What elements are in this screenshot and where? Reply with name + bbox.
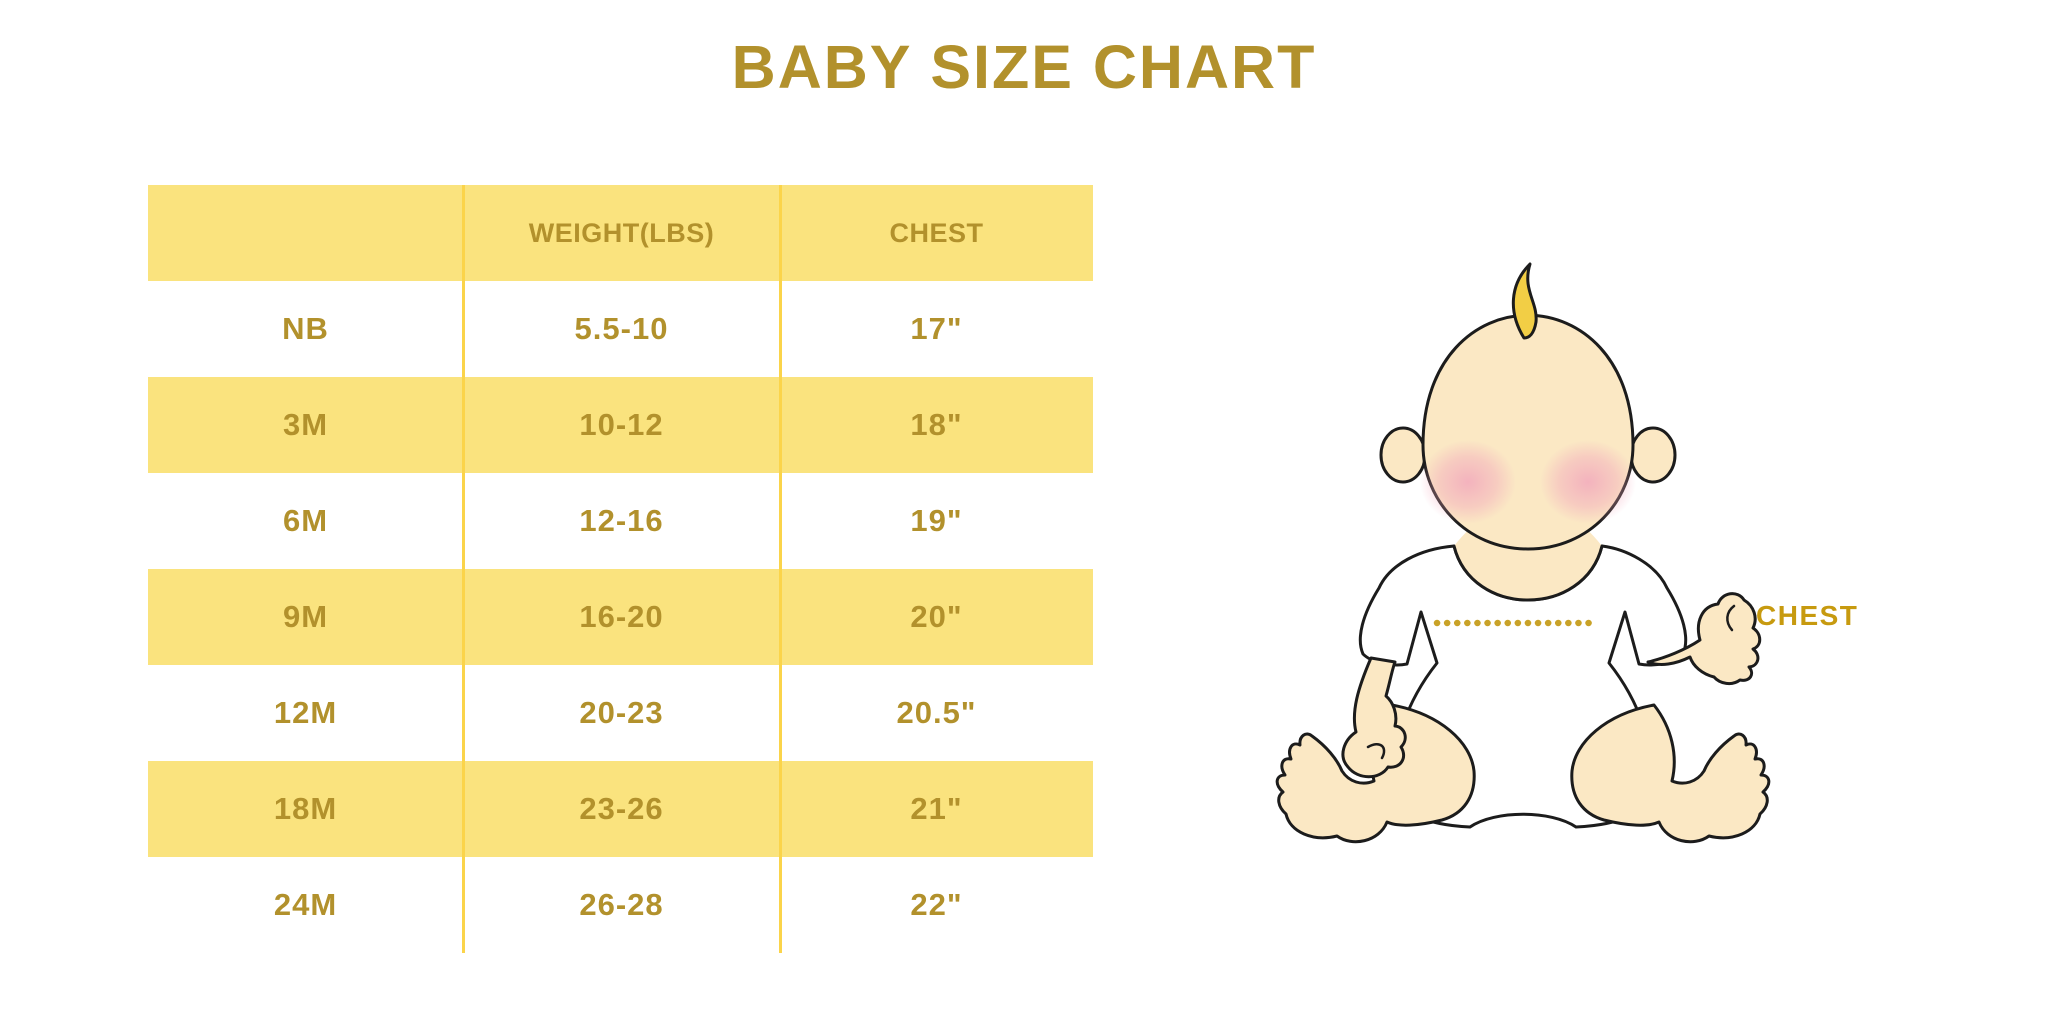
chest-value: 20" bbox=[910, 599, 963, 634]
chest-value: 20.5" bbox=[896, 695, 977, 730]
header-chest: CHEST bbox=[889, 217, 984, 248]
baby-left-cheek bbox=[1420, 440, 1516, 524]
page-title: BABY SIZE CHART bbox=[731, 33, 1317, 101]
table-row: 18M 23-26 21" bbox=[148, 761, 1093, 857]
chest-value: 21" bbox=[910, 791, 963, 826]
baby-right-leg bbox=[1570, 703, 1771, 844]
table-row: NB 5.5-10 17" bbox=[148, 281, 1093, 377]
weight-value: 10-12 bbox=[579, 407, 664, 442]
baby-right-ear bbox=[1629, 426, 1677, 484]
header-weight: WEIGHT(LBS) bbox=[528, 217, 715, 248]
chest-measurement-label: CHEST bbox=[1756, 600, 1859, 631]
baby-neckline bbox=[1452, 544, 1604, 602]
table-row: 9M 16-20 20" bbox=[148, 569, 1093, 665]
weight-value: 5.5-10 bbox=[574, 311, 669, 346]
column-divider bbox=[779, 185, 782, 953]
weight-value: 16-20 bbox=[579, 599, 664, 634]
chest-value: 19" bbox=[910, 503, 963, 538]
size-value: 18M bbox=[273, 791, 338, 826]
size-value: 9M bbox=[282, 599, 329, 634]
chest-value: 22" bbox=[910, 887, 963, 922]
baby-left-arm bbox=[1341, 656, 1407, 779]
size-table: WEIGHT(LBS) CHEST NB 5.5-10 17" 3M 10-12… bbox=[148, 185, 1093, 953]
weight-value: 26-28 bbox=[579, 887, 664, 922]
baby-left-hand-finger-line bbox=[1366, 742, 1386, 760]
baby-left-ear bbox=[1379, 426, 1427, 484]
size-value: 6M bbox=[282, 503, 329, 538]
weight-value: 12-16 bbox=[579, 503, 664, 538]
size-value: 24M bbox=[273, 887, 338, 922]
baby-icon bbox=[1275, 262, 1771, 844]
baby-right-arm bbox=[1646, 592, 1762, 686]
table-row: 24M 26-28 22" bbox=[148, 857, 1093, 953]
header-size bbox=[148, 185, 463, 281]
table-row: 6M 12-16 19" bbox=[148, 473, 1093, 569]
table-header-row: WEIGHT(LBS) CHEST bbox=[148, 185, 1093, 281]
chest-value: 18" bbox=[910, 407, 963, 442]
weight-value: 20-23 bbox=[579, 695, 664, 730]
baby-right-cheek bbox=[1540, 440, 1636, 524]
baby-right-thumb-line bbox=[1726, 604, 1736, 632]
column-divider bbox=[462, 185, 465, 953]
baby-hair-curl bbox=[1511, 262, 1538, 340]
size-value: NB bbox=[282, 311, 329, 346]
chest-value: 17" bbox=[910, 311, 963, 346]
size-value: 3M bbox=[282, 407, 329, 442]
size-value: 12M bbox=[273, 695, 338, 730]
weight-value: 23-26 bbox=[579, 791, 664, 826]
table-row: 3M 10-12 18" bbox=[148, 377, 1093, 473]
table-row: 12M 20-23 20.5" bbox=[148, 665, 1093, 761]
